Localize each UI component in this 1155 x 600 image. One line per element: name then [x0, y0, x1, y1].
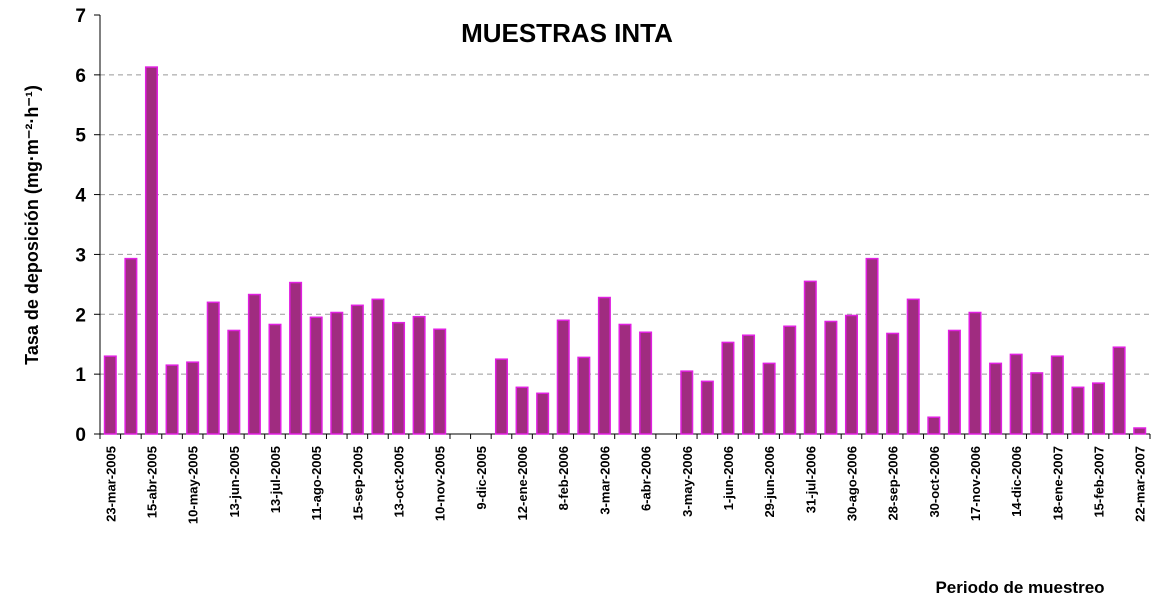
chart-title: MUESTRAS INTA	[461, 18, 673, 48]
bar	[268, 323, 282, 435]
bar	[1133, 427, 1147, 435]
x-tick-label: 12-ene-2006	[515, 446, 530, 520]
bar	[289, 281, 303, 435]
y-tick-label: 1	[75, 365, 86, 386]
y-tick-label: 7	[75, 6, 86, 27]
bar	[742, 334, 756, 435]
y-axis-label: Tasa de deposición (mg·m⁻²·h⁻¹)	[22, 85, 42, 365]
x-axis-label: Periodo de muestreo	[935, 578, 1104, 597]
bar	[947, 329, 961, 435]
bar	[515, 386, 529, 435]
x-tick-label: 28-sep-2006	[886, 446, 901, 520]
bar	[556, 319, 570, 435]
bar	[536, 392, 550, 435]
bar	[803, 280, 817, 435]
x-tick-label: 31-jul-2006	[803, 446, 818, 513]
bar	[103, 355, 117, 435]
bar	[330, 311, 344, 435]
bar	[206, 301, 220, 435]
x-tick-label: 13-jun-2005	[227, 446, 242, 518]
bar	[392, 321, 406, 435]
bar	[165, 364, 179, 435]
bar	[927, 416, 941, 435]
bar	[227, 329, 241, 435]
bar	[1050, 355, 1064, 435]
y-tick-label: 5	[75, 126, 86, 147]
y-tick-label: 0	[75, 425, 86, 446]
bar	[144, 66, 158, 435]
x-tick-label: 10-nov-2005	[433, 446, 448, 521]
x-tick-label: 6-abr-2006	[639, 446, 654, 511]
x-tick-label: 3-may-2006	[680, 446, 695, 517]
bar	[1009, 353, 1023, 435]
x-tick-label: 18-ene-2007	[1050, 446, 1065, 520]
bar	[1092, 382, 1106, 435]
bar	[433, 328, 447, 435]
bar	[1112, 346, 1126, 435]
x-tick-label: 11-ago-2005	[309, 446, 324, 520]
y-tick-label: 6	[75, 66, 86, 87]
bar	[824, 320, 838, 435]
bar	[1071, 386, 1085, 435]
x-tick-label: 1-jun-2006	[721, 446, 736, 510]
bar	[577, 356, 591, 435]
bar	[906, 298, 920, 435]
bar	[309, 316, 323, 435]
x-tick-label: 30-oct-2006	[927, 446, 942, 518]
x-tick-label: 30-ago-2006	[844, 446, 859, 521]
x-tick-label: 3-mar-2006	[597, 446, 612, 515]
x-tick-label: 15-sep-2005	[350, 446, 365, 520]
x-tick-label: 22-mar-2007	[1133, 446, 1148, 522]
y-tick-label: 3	[75, 245, 86, 266]
y-tick-label: 4	[75, 186, 86, 207]
y-tick-label: 2	[75, 305, 86, 326]
x-tick-label: 13-jul-2005	[268, 446, 283, 513]
bar	[412, 315, 426, 435]
x-tick-label: 9-dic-2005	[474, 446, 489, 510]
bar	[494, 358, 508, 435]
bar	[186, 361, 200, 435]
bar	[968, 311, 982, 435]
bar	[371, 298, 385, 435]
x-tick-label: 17-nov-2006	[968, 446, 983, 521]
bar	[597, 296, 611, 435]
bar	[618, 323, 632, 435]
bar	[124, 257, 138, 435]
bar	[700, 380, 714, 435]
bar	[350, 304, 364, 435]
x-tick-label: 23-mar-2005	[103, 446, 118, 522]
x-tick-label: 10-may-2005	[186, 446, 201, 524]
bar	[886, 332, 900, 435]
bar	[639, 331, 653, 435]
x-tick-label: 8-feb-2006	[556, 446, 571, 510]
bar	[783, 325, 797, 435]
bar	[247, 293, 261, 435]
x-tick-label: 13-oct-2005	[392, 446, 407, 518]
bar	[865, 257, 879, 435]
bar	[1030, 372, 1044, 435]
x-tick-label: 29-jun-2006	[762, 446, 777, 518]
x-tick-label: 15-feb-2007	[1092, 446, 1107, 518]
bar	[762, 362, 776, 435]
bar	[680, 370, 694, 435]
bar	[844, 314, 858, 435]
x-tick-label: 14-dic-2006	[1009, 446, 1024, 517]
bar	[989, 362, 1003, 435]
bar	[721, 341, 735, 435]
x-tick-label: 15-abr-2005	[144, 446, 159, 518]
